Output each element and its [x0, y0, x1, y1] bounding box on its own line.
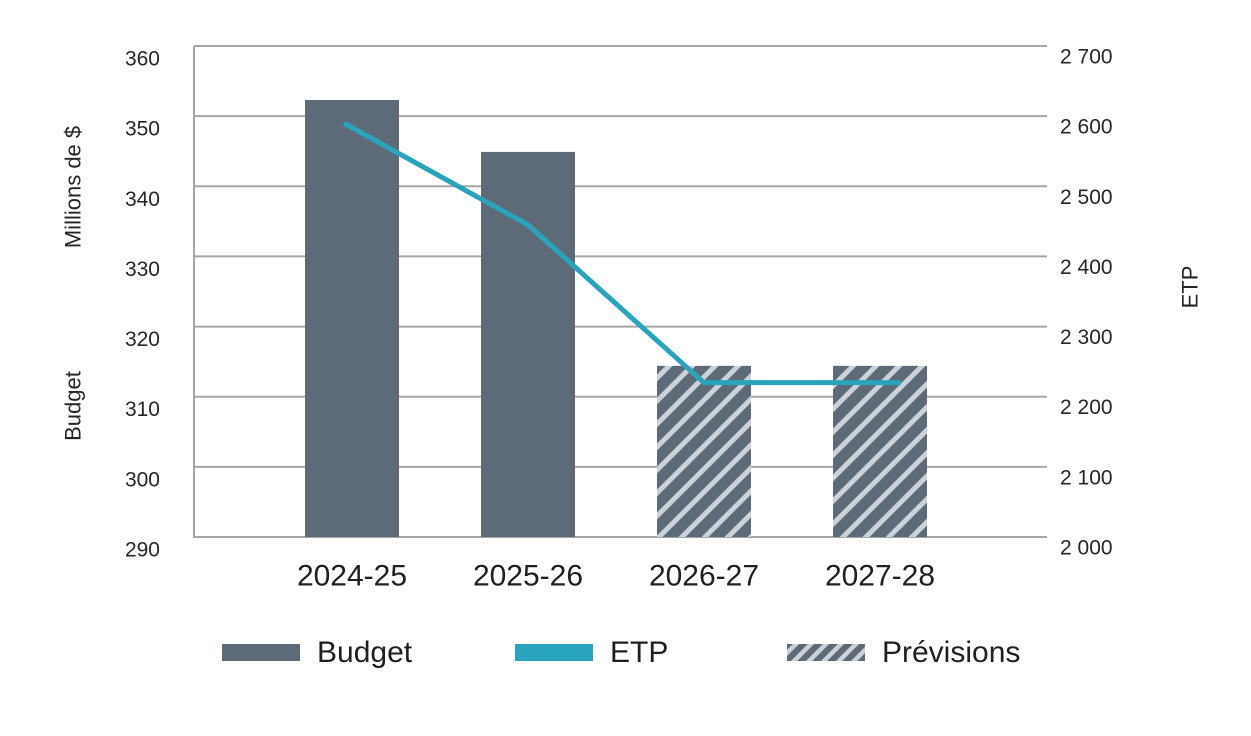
right-axis-tick: 2 200: [1060, 396, 1113, 419]
legend: Budget ETP Prévisions: [222, 636, 1020, 669]
legend-swatch-bar-hatched: [787, 644, 865, 661]
left-axis-tick: 290: [125, 539, 160, 562]
left-axis-tick: 360: [125, 48, 160, 71]
right-axis-tick: 2 700: [1060, 46, 1113, 69]
right-axis-tick: 2 500: [1060, 186, 1113, 209]
left-axis-tick: 340: [125, 188, 160, 211]
forecast-bar: [833, 365, 927, 537]
x-axis-label: 2024-25: [297, 560, 407, 593]
legend-swatch-line: [515, 644, 593, 661]
right-axis-title-etp: ETP: [1178, 266, 1203, 309]
left-axis-tick: 300: [125, 468, 160, 491]
x-axis-label: 2027-28: [825, 560, 935, 593]
tick-labels: 360 350 340 330 320 310 300 290 2 700 2 600 2 500 2…: [125, 46, 1113, 562]
category-labels: 2024-25 2025-26 2026-27 2027-28: [297, 560, 935, 593]
bars: [305, 100, 927, 537]
legend-swatch-bar-solid: [222, 644, 300, 661]
x-axis-label: 2026-27: [649, 560, 759, 593]
right-axis-tick: 2 600: [1060, 116, 1113, 139]
left-axis-tick: 320: [125, 328, 160, 351]
right-axis-tick: 2 000: [1060, 537, 1113, 560]
left-axis-tick: 350: [125, 118, 160, 141]
forecast-bar: [657, 365, 751, 537]
right-axis-tick: 2 100: [1060, 466, 1113, 489]
right-axis-tick: 2 400: [1060, 256, 1113, 279]
etp-line: [342, 120, 901, 386]
legend-label: ETP: [610, 636, 668, 669]
x-axis-label: 2025-26: [473, 560, 583, 593]
right-axis-tick: 2 300: [1060, 326, 1113, 349]
left-axis-title-units: Millions de $: [61, 126, 86, 248]
budget-bar: [305, 100, 399, 537]
left-axis-tick: 330: [125, 258, 160, 281]
left-axis-title-budget: Budget: [61, 371, 86, 441]
left-axis-tick: 310: [125, 398, 160, 421]
budget-bar: [481, 151, 575, 537]
legend-label: Budget: [317, 636, 413, 669]
legend-label: Prévisions: [882, 636, 1020, 669]
